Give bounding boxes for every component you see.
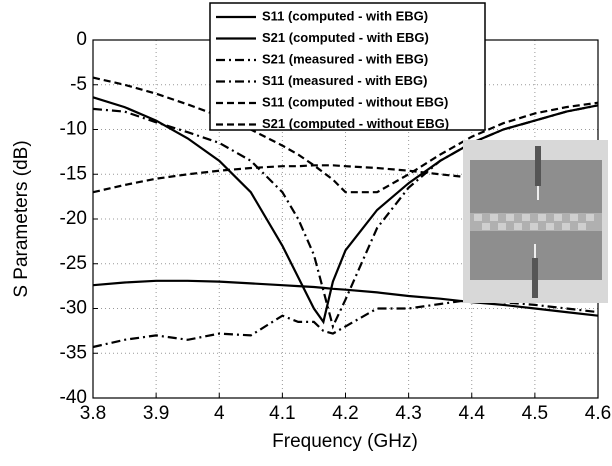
x-tick-label: 4.4 bbox=[459, 403, 486, 424]
y-tick-label: -25 bbox=[60, 253, 87, 274]
legend-label: S11 (computed - with EBG) bbox=[262, 8, 428, 23]
series-line bbox=[92, 279, 599, 317]
y-axis-label: S Parameters (dB) bbox=[11, 140, 32, 297]
x-tick-label: 4 bbox=[214, 403, 225, 424]
legend-label: S21 (measured - with EBG) bbox=[262, 51, 428, 66]
x-tick-label: 4.6 bbox=[585, 403, 611, 424]
y-tick-label: -5 bbox=[70, 74, 87, 95]
x-tick-label: 4.5 bbox=[522, 403, 548, 424]
x-axis-label: Frequency (GHz) bbox=[272, 431, 418, 452]
y-tick-label: -40 bbox=[60, 387, 87, 408]
y-tick-label: -10 bbox=[60, 119, 87, 140]
series-line bbox=[92, 104, 599, 330]
legend-label: S11 (measured - with EBG) bbox=[262, 73, 427, 88]
legend: S11 (computed - with EBG) S21 (computed -… bbox=[209, 2, 486, 131]
x-tick-label: 4.2 bbox=[332, 403, 358, 424]
x-tick-label: 4.1 bbox=[269, 403, 295, 424]
y-tick-label: -20 bbox=[60, 208, 87, 229]
x-tick-label: 3.8 bbox=[80, 403, 106, 424]
y-tick-label: -30 bbox=[60, 298, 87, 319]
legend-label: S21 (computed - without EBG) bbox=[262, 116, 449, 131]
x-tick-label: 3.9 bbox=[143, 403, 169, 424]
legend-label: S21 (computed - with EBG) bbox=[262, 30, 429, 45]
legend-label: S11 (computed - without EBG) bbox=[262, 94, 448, 109]
y-tick-label: -15 bbox=[60, 163, 87, 184]
series-line bbox=[92, 76, 599, 194]
y-tick-label: 0 bbox=[76, 29, 87, 50]
x-tick-label: 4.3 bbox=[395, 403, 421, 424]
photo-inset bbox=[463, 140, 608, 303]
y-tick-label: -35 bbox=[60, 342, 87, 363]
